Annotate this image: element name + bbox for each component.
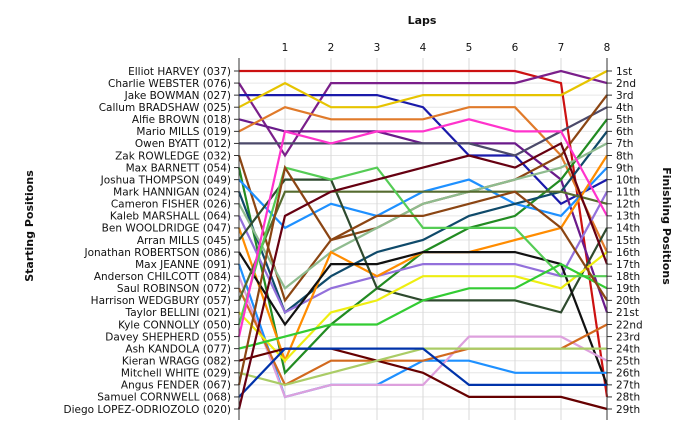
y-axis-title-right: Finishing Positions [660,167,673,285]
starting-position-label: Joshua THOMPSON (049) [100,174,231,186]
finishing-position-label: 15th [616,235,640,247]
starting-position-label: Max JEANNE (091) [135,259,231,271]
finishing-position-label: 24th [616,343,640,355]
starting-position-label: Alfie BROWN (018) [132,114,231,126]
starting-position-label: Jonathan ROBERTSON (086) [83,247,231,259]
finishing-position-label: 12th [616,199,640,211]
finishing-position-label: 5th [616,114,633,126]
finishing-position-label: 26th [616,368,640,380]
starting-position-label: Kieran WRAGG (082) [122,356,231,368]
finishing-position-label: 21st [616,307,639,319]
starting-position-label: Mark HANNIGAN (024) [113,187,231,199]
series-line-27 [237,164,608,386]
finishing-position-label: 7th [616,138,633,150]
series-line-24 [238,262,608,350]
finishing-position-label: 19th [616,283,640,295]
series-line-3 [239,93,608,206]
finishing-position-label: 4th [616,102,633,114]
starting-position-label: Callum BRADSHAW (025) [99,102,231,114]
x-tick-label: 2 [328,42,335,54]
finishing-position-label: 9th [616,162,633,174]
starting-position-label: Kaleb MARSHALL (064) [110,211,231,223]
finishing-position-label: 10th [616,174,640,186]
starting-position-label: Anderson CHILCOTT (084) [94,271,231,283]
starting-position-label: Taylor BELLINI (021) [125,307,231,319]
finishing-position-label: 25th [616,356,640,368]
finishing-position-label: 20th [616,295,640,307]
starting-position-label: Jake BOWMAN (027) [124,90,231,102]
series-line-12 [238,142,608,290]
finishing-position-label: 18th [616,271,640,283]
starting-position-label: Davey SHEPHERD (055) [105,331,231,343]
finishing-position-label: 13th [616,211,640,223]
starting-position-label: Ash KANDOLA (077) [125,343,231,355]
y-axis-title-left: Starting Positions [23,170,36,282]
x-tick-label: 7 [558,42,565,54]
series-line-18 [237,275,608,399]
finishing-position-label: 3rd [616,90,633,102]
starting-position-label: Arran MILLS (045) [137,235,231,247]
starting-position-label: Angus FENDER (067) [121,380,231,392]
x-tick-label: 8 [604,42,611,54]
finishing-position-label: 28th [616,392,640,404]
finishing-position-label: 1st [616,66,632,78]
x-tick-label: 3 [374,42,381,54]
starting-position-label: Diego LOPEZ-ODRIOZOLO (020) [64,404,231,416]
series-line-7 [239,106,608,157]
tick-labels: 1 2 3 4 5 6 7 8 Elliot HARVEY (037)Charlie WEBST… [64,42,643,416]
starting-position-label: Mario MILLS (019) [136,126,231,138]
starting-position-label: Elliot HARVEY (037) [128,66,231,78]
finishing-position-label: 27th [616,380,640,392]
finishing-position-label: 22nd [616,319,643,331]
starting-position-label: Cameron FISHER (026) [111,199,231,211]
starting-position-label: Zak ROWLEDGE (032) [115,150,231,162]
starting-position-label: Samuel CORNWELL (068) [97,392,231,404]
series-line-29 [237,141,609,410]
starting-position-label: Owen BYATT (012) [135,138,231,150]
series-lines [237,69,609,411]
finishing-position-label: 29th [616,404,640,416]
x-tick-label: 1 [282,42,289,54]
starting-position-label: Ben WOOLDRIDGE (047) [102,223,231,235]
starting-position-label: Charlie WEBSTER (076) [108,78,231,90]
starting-position-label: Saul ROBINSON (072) [117,283,231,295]
finishing-position-label: 17th [616,259,640,271]
starting-position-label: Mitchell WHITE (029) [121,368,231,380]
finishing-position-label: 14th [616,223,640,235]
finishing-position-label: 16th [616,247,640,259]
starting-position-label: Harrison WEDGBURY (057) [91,295,231,307]
x-axis-title: Laps [408,14,437,27]
series-line-11 [237,130,608,315]
finishing-position-label: 6th [616,126,633,138]
series-line-28 [238,347,607,398]
finishing-position-label: 2nd [616,78,636,90]
series-line-22 [237,166,607,325]
x-tick-label: 4 [420,42,427,54]
series-line-23 [237,118,608,337]
finishing-position-label: 8th [616,150,633,162]
finishing-position-label: 23rd [616,331,640,343]
series-line-1 [239,69,609,398]
axes [234,58,612,420]
finishing-position-label: 11th [616,187,640,199]
x-tick-label: 5 [466,42,473,54]
series-line-21 [238,251,608,363]
starting-position-label: Kyle CONNOLLY (050) [118,319,231,331]
starting-position-label: Max BARNETT (054) [126,162,231,174]
series-line-4 [238,70,608,109]
x-tick-label: 6 [512,42,519,54]
